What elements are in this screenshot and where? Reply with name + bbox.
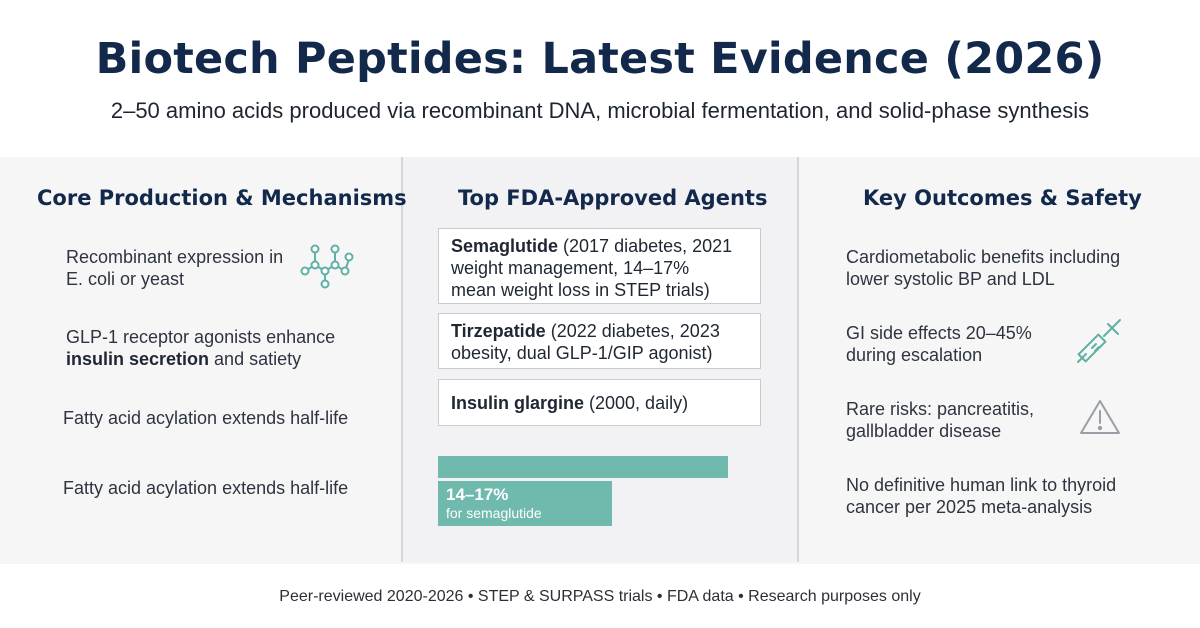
bar-label-caption: for semaglutide (446, 505, 542, 521)
insulin-detail-1: (2000, daily) (584, 393, 689, 413)
right-item-thyroid: No definitive human link to thyroid canc… (846, 474, 1116, 518)
left-item-glp1-rest: and satiety (209, 349, 302, 369)
right-item-cardio-line2: lower systolic BP and LDL (846, 269, 1055, 289)
right-item-cardiometabolic: Cardiometabolic benefits including lower… (846, 246, 1120, 290)
tirzepatide-detail-1: (2022 diabetes, 2023 (545, 321, 720, 341)
semaglutide-detail-2: weight management, 14–17% (451, 258, 690, 278)
warning-icon (1080, 400, 1120, 434)
semaglutide-line1: Semaglutide (2017 diabetes, 2021 (451, 235, 748, 257)
insulin-name: Insulin glargine (451, 393, 585, 413)
footer-note: Peer-reviewed 2020-2026 • STEP & SURPASS… (279, 588, 921, 605)
semaglutide-detail-1: (2017 diabetes, 2021 (558, 236, 733, 256)
left-item-glp1-bold: insulin secretion (66, 349, 210, 369)
tirzepatide-detail-2: obesity, dual GLP-1/GIP agonist) (451, 343, 713, 363)
left-item-acylation-2: Fatty acid acylation extends half-life (63, 478, 349, 498)
left-item-acylation-1: Fatty acid acylation extends half-life (63, 408, 349, 428)
left-column-heading: Core Production & Mechanisms (37, 186, 407, 210)
semaglutide-name: Semaglutide (451, 236, 559, 256)
semaglutide-detail-3: mean weight loss in STEP trials) (451, 280, 710, 300)
agent-card-semaglutide: Semaglutide (2017 diabetes, 2021 weight … (438, 228, 761, 304)
right-item-thyroid-line1: No definitive human link to thyroid (846, 475, 1117, 495)
page-title: Biotech Peptides: Latest Evidence (2026) (95, 34, 1105, 84)
left-item-recombinant-line1: Recombinant expression in (66, 247, 284, 267)
right-item-cardio-line1: Cardiometabolic benefits including (846, 247, 1121, 267)
bar-semaglutide (438, 481, 612, 526)
left-item-glp1: GLP-1 receptor agonists enhance insulin … (66, 326, 335, 370)
left-item-glp1-line2: insulin secretion and satiety (66, 348, 335, 370)
right-item-gi-line2: during escalation (846, 345, 983, 365)
left-item-recombinant-line2: E. coli or yeast (66, 269, 185, 289)
insulin-line1: Insulin glargine (2000, daily) (451, 392, 748, 414)
left-item-recombinant: Recombinant expression in E. coli or yea… (66, 246, 283, 290)
page-subtitle: 2–50 amino acids produced via recombinan… (110, 98, 1090, 123)
right-item-thyroid-line2: cancer per 2025 meta-analysis (846, 497, 1093, 517)
syringe-icon (1077, 319, 1121, 363)
agent-card-insulin-glargine: Insulin glargine (2000, daily) (438, 379, 761, 426)
bar-full (438, 456, 728, 478)
bar-label-value: 14–17% (446, 485, 509, 504)
molecule-icon (300, 244, 354, 289)
right-item-gi-line1: GI side effects 20–45% (846, 323, 1032, 343)
right-item-rare-risks: Rare risks: pancreatitis, gallbladder di… (846, 398, 1034, 442)
right-item-gi-effects: GI side effects 20–45% during escalation (846, 322, 1032, 366)
tirzepatide-name: Tirzepatide (451, 321, 546, 341)
middle-column-heading: Top FDA-Approved Agents (458, 186, 768, 210)
right-column-heading: Key Outcomes & Safety (863, 186, 1142, 210)
left-item-glp1-line1: GLP-1 receptor agonists enhance (66, 327, 336, 347)
right-item-rare-line2: gallbladder disease (846, 421, 1002, 441)
agent-card-tirzepatide: Tirzepatide (2022 diabetes, 2023 obesity… (438, 313, 761, 369)
tirzepatide-line1: Tirzepatide (2022 diabetes, 2023 (451, 320, 748, 342)
right-item-rare-line1: Rare risks: pancreatitis, (846, 399, 1035, 419)
